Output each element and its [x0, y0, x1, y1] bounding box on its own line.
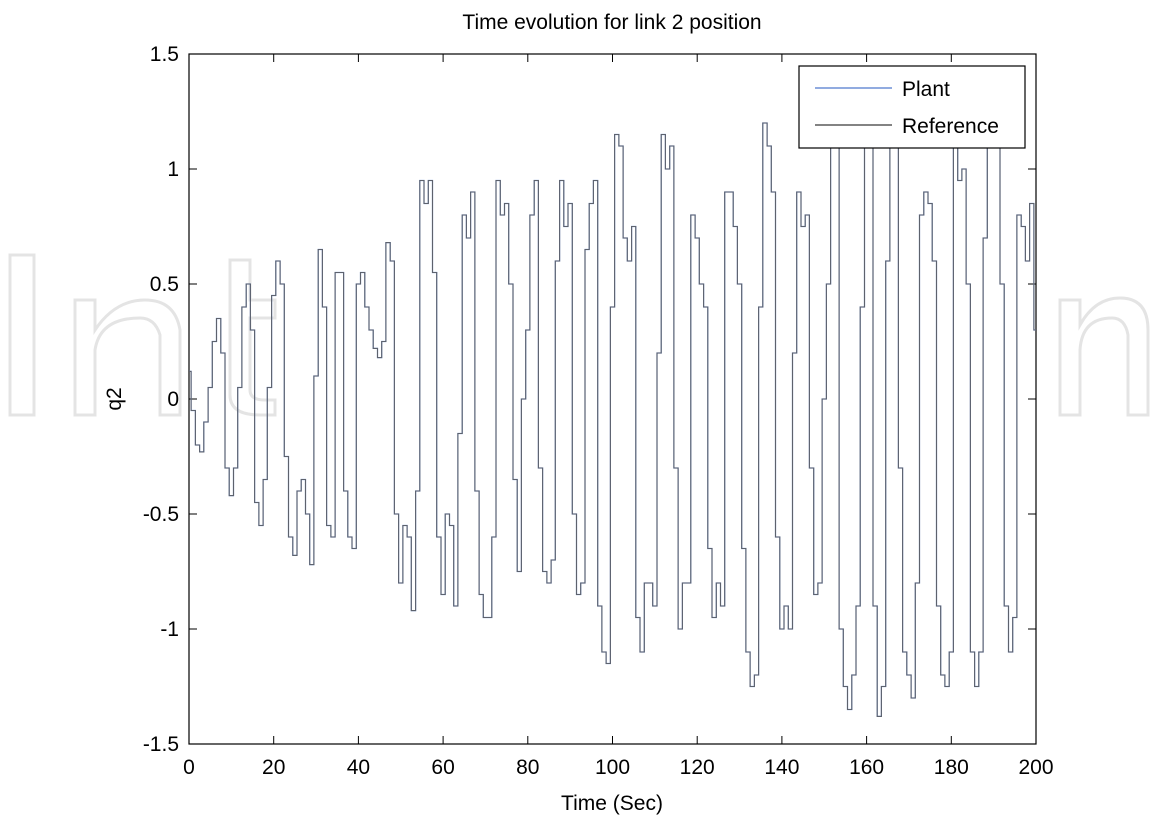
- legend: Plant Reference: [798, 65, 1026, 149]
- x-tick-label: 80: [516, 756, 539, 779]
- y-axis-label: q2: [103, 387, 126, 410]
- x-tick-label: 40: [347, 756, 370, 779]
- series-line-reference: [189, 122, 1036, 717]
- x-axis-label: Time (Sec): [561, 792, 663, 815]
- x-tick-label: 60: [431, 756, 454, 779]
- legend-label-reference: Reference: [902, 115, 999, 138]
- x-axis: 0 20 40 60 80 100 120 140 160 180 200: [183, 54, 1054, 779]
- y-tick-label: 0: [167, 388, 179, 411]
- y-tick-label: -1.5: [143, 733, 179, 756]
- y-axis: 1.5 1 0.5 0 -0.5 -1 -1.5: [143, 43, 1036, 756]
- legend-box: [798, 65, 1026, 149]
- y-tick-label: 1: [167, 158, 179, 181]
- x-tick-label: 0: [183, 756, 195, 779]
- x-tick-label: 200: [1018, 756, 1053, 779]
- series-line-plant: [189, 122, 1036, 717]
- x-tick-label: 160: [849, 756, 884, 779]
- x-tick-label: 100: [595, 756, 630, 779]
- plot-area: [188, 53, 1037, 745]
- y-tick-label: 1.5: [150, 43, 179, 66]
- y-tick-label: 0.5: [150, 273, 179, 296]
- x-tick-label: 20: [262, 756, 285, 779]
- x-tick-label: 120: [680, 756, 715, 779]
- legend-label-plant: Plant: [902, 78, 950, 101]
- y-tick-label: -0.5: [143, 503, 179, 526]
- series-layer: [189, 122, 1036, 717]
- x-tick-label: 140: [764, 756, 799, 779]
- y-tick-label: -1: [160, 618, 179, 641]
- x-tick-label: 180: [934, 756, 969, 779]
- chart-title: Time evolution for link 2 position: [462, 11, 761, 34]
- watermark-logo-icon: [8, 253, 1150, 417]
